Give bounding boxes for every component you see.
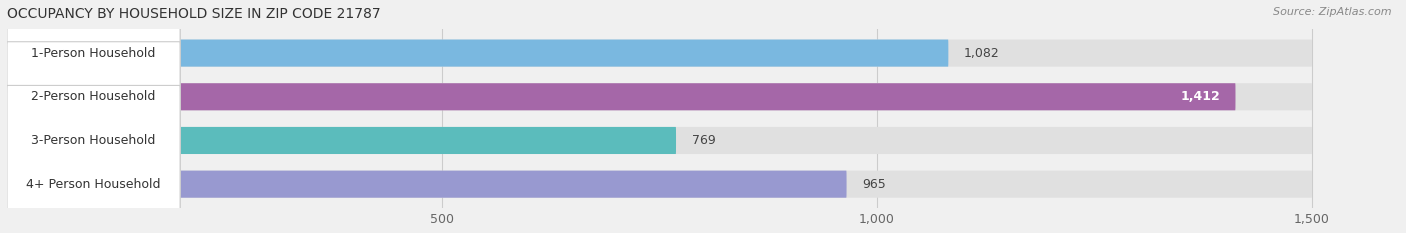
Text: 4+ Person Household: 4+ Person Household bbox=[27, 178, 160, 191]
FancyBboxPatch shape bbox=[7, 40, 1312, 67]
Text: Source: ZipAtlas.com: Source: ZipAtlas.com bbox=[1274, 7, 1392, 17]
Text: 2-Person Household: 2-Person Household bbox=[31, 90, 156, 103]
Text: 965: 965 bbox=[862, 178, 886, 191]
Text: 1-Person Household: 1-Person Household bbox=[31, 47, 156, 60]
FancyBboxPatch shape bbox=[7, 0, 180, 152]
FancyBboxPatch shape bbox=[7, 42, 180, 233]
Text: 1,412: 1,412 bbox=[1180, 90, 1220, 103]
Text: OCCUPANCY BY HOUSEHOLD SIZE IN ZIP CODE 21787: OCCUPANCY BY HOUSEHOLD SIZE IN ZIP CODE … bbox=[7, 7, 381, 21]
FancyBboxPatch shape bbox=[7, 86, 180, 233]
FancyBboxPatch shape bbox=[7, 127, 1312, 154]
FancyBboxPatch shape bbox=[7, 171, 1312, 198]
FancyBboxPatch shape bbox=[7, 171, 846, 198]
FancyBboxPatch shape bbox=[7, 83, 1312, 110]
FancyBboxPatch shape bbox=[7, 0, 180, 195]
Text: 769: 769 bbox=[692, 134, 716, 147]
Text: 3-Person Household: 3-Person Household bbox=[31, 134, 156, 147]
FancyBboxPatch shape bbox=[7, 83, 1236, 110]
FancyBboxPatch shape bbox=[7, 127, 676, 154]
FancyBboxPatch shape bbox=[7, 40, 949, 67]
Text: 1,082: 1,082 bbox=[965, 47, 1000, 60]
